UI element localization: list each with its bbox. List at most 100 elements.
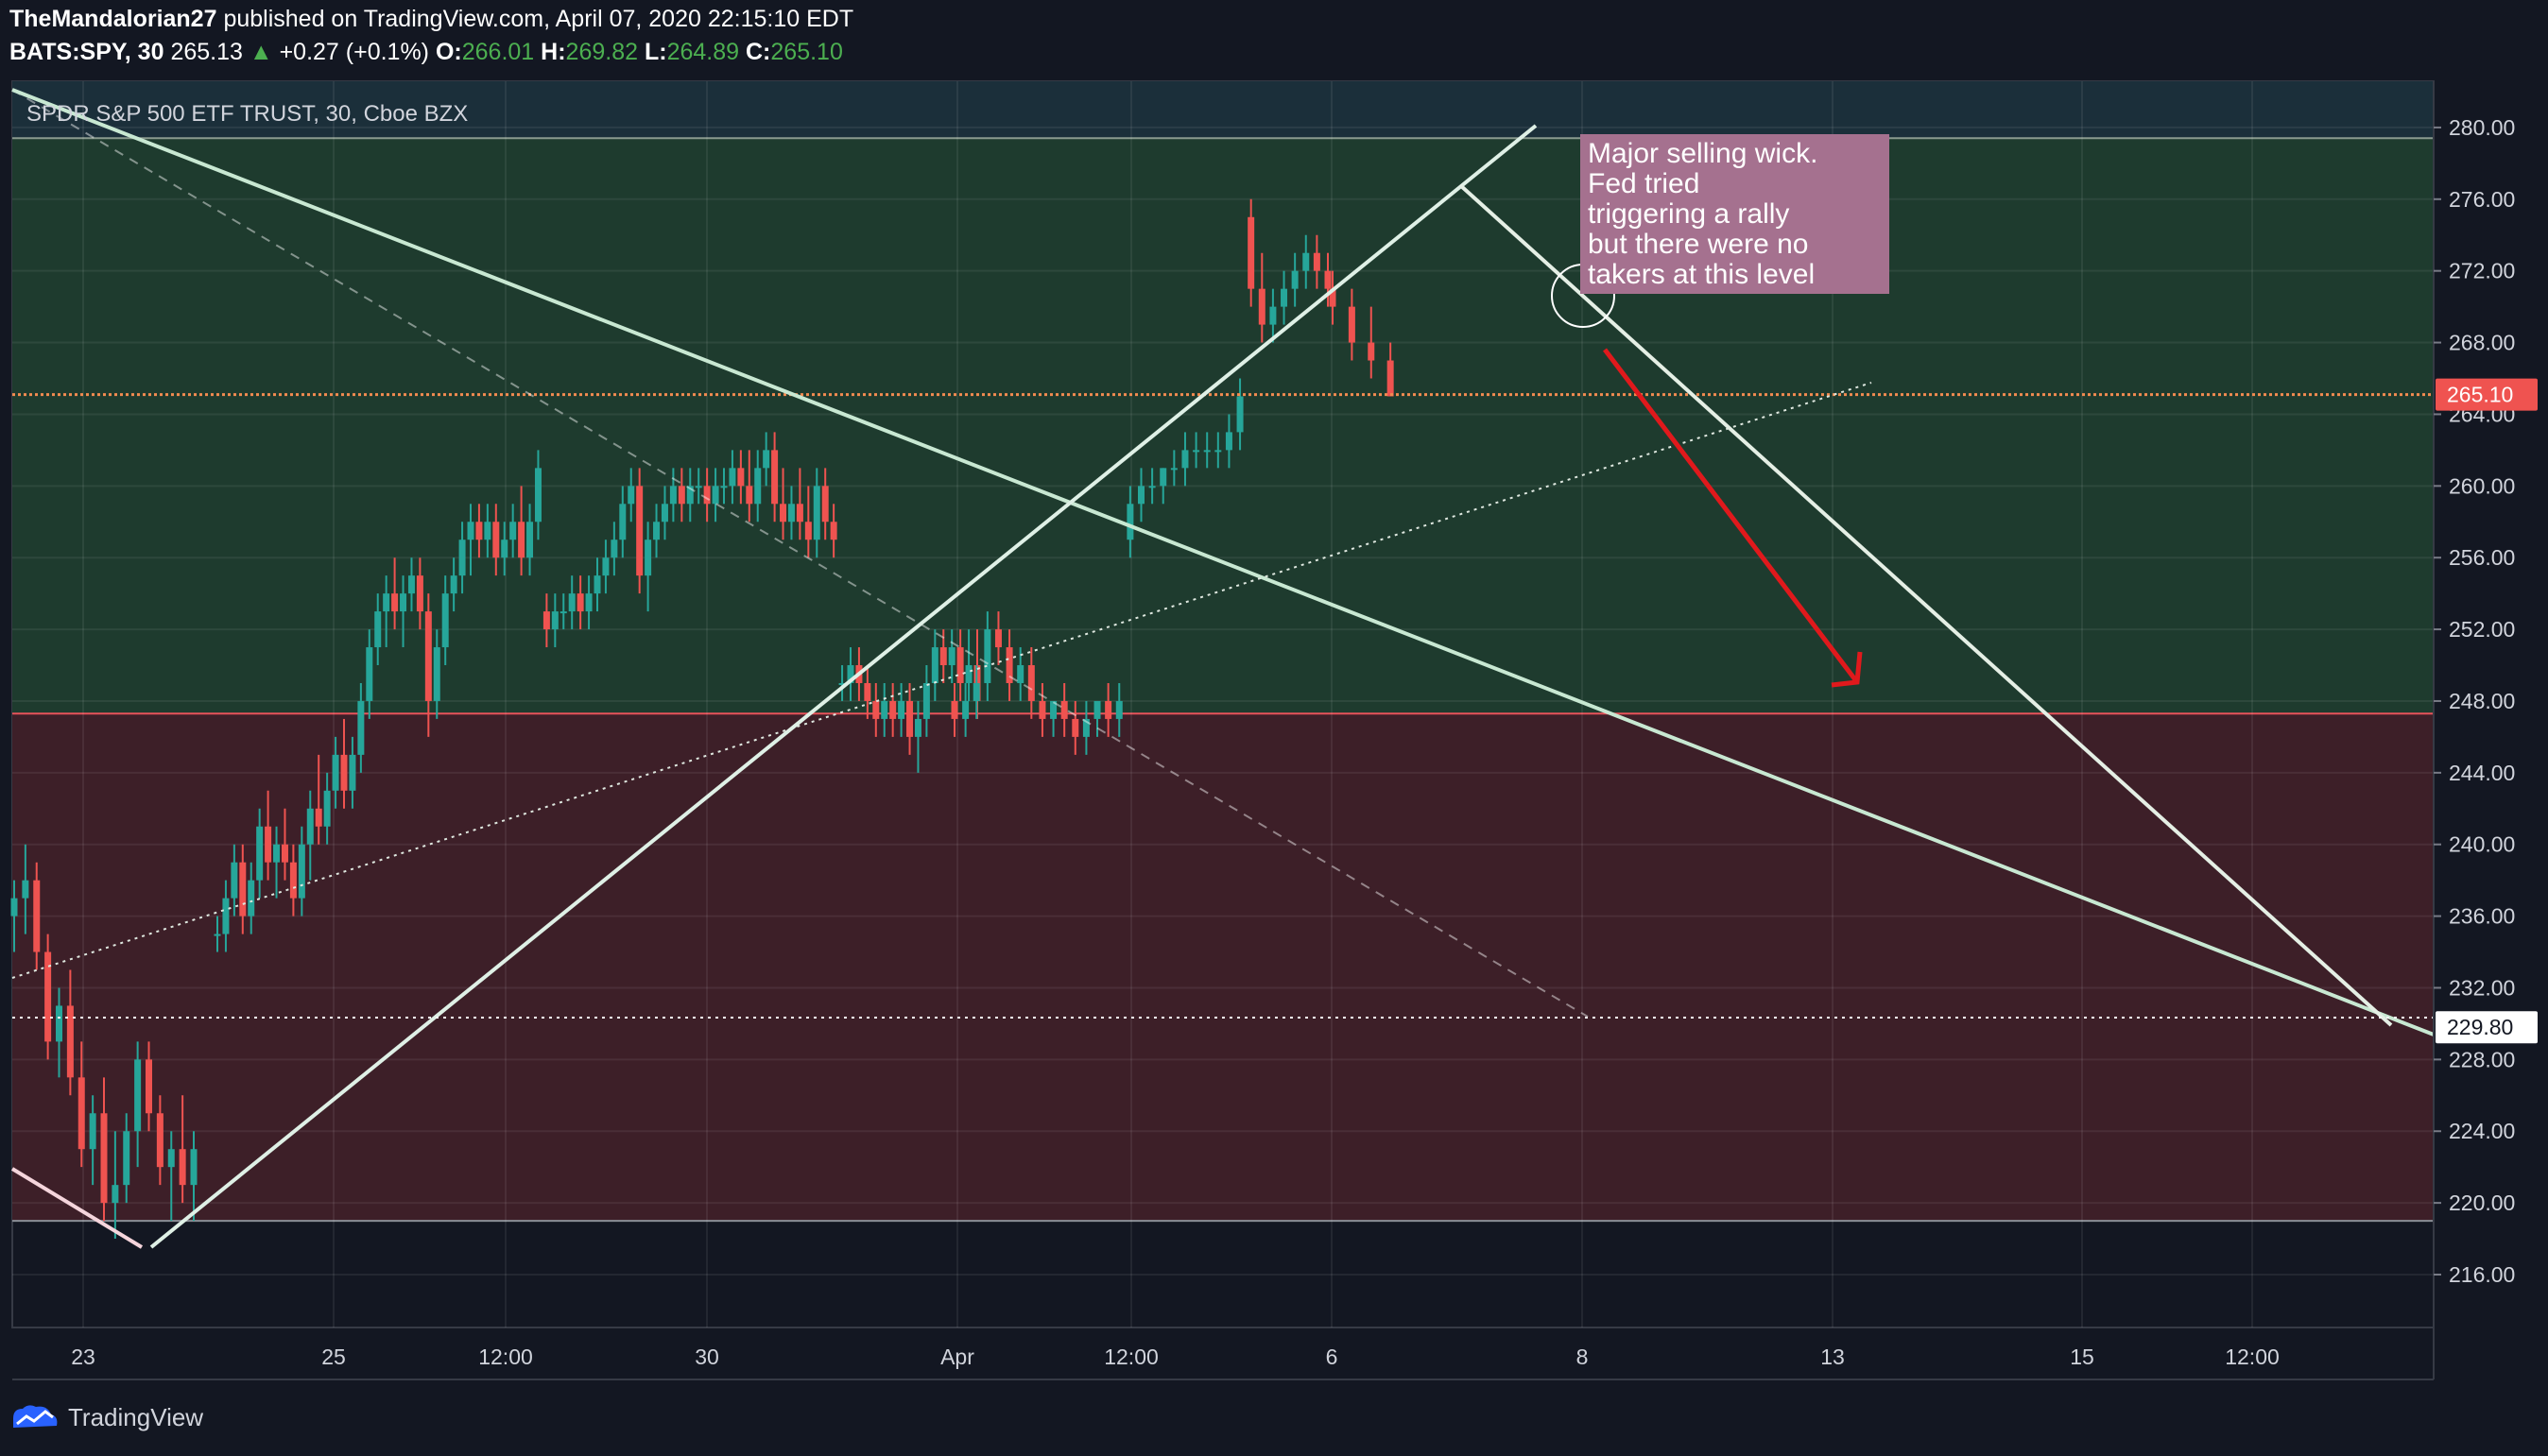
candle-body[interactable] [89, 1113, 96, 1150]
annotation-bg[interactable] [1580, 134, 1889, 294]
candle-body[interactable] [400, 593, 407, 612]
candle-body[interactable] [712, 486, 719, 505]
candle-body[interactable] [703, 486, 711, 505]
candle-body[interactable] [501, 540, 508, 558]
candle-body[interactable] [56, 1005, 62, 1042]
candle-body[interactable] [492, 522, 500, 558]
candle-body[interactable] [754, 468, 762, 505]
candle-body[interactable] [763, 450, 770, 469]
candle-body[interactable] [847, 665, 854, 683]
candle-body[interactable] [289, 862, 297, 899]
candle-body[interactable] [585, 593, 593, 612]
red-zone[interactable] [12, 713, 2434, 1222]
candle-body[interactable] [771, 450, 779, 505]
candle-body[interactable] [190, 1149, 198, 1186]
candle-body[interactable] [1329, 288, 1336, 307]
candle-body[interactable] [77, 1077, 85, 1150]
candle-body[interactable] [729, 468, 736, 487]
candle-body[interactable] [1214, 450, 1222, 453]
candle-body[interactable] [881, 700, 888, 719]
candle-body[interactable] [1160, 468, 1167, 487]
candle-body[interactable] [906, 700, 914, 737]
candle-body[interactable] [984, 629, 991, 683]
candle-body[interactable] [214, 934, 221, 936]
dashed-trendline[interactable] [11, 89, 1589, 1018]
candle-body[interactable] [66, 1005, 74, 1078]
candle-body[interactable] [450, 575, 457, 594]
drawings-layer[interactable] [10, 88, 2435, 1249]
candle-body[interactable] [1093, 700, 1101, 719]
candle-body[interactable] [134, 1059, 142, 1132]
candle-body[interactable] [100, 1113, 108, 1204]
candle-body[interactable] [787, 504, 795, 522]
candle-body[interactable] [1368, 342, 1375, 361]
candle-body[interactable] [1386, 360, 1394, 397]
upper-falling-trendline[interactable] [11, 88, 2435, 1036]
candle-body[interactable] [1082, 718, 1090, 737]
candle-body[interactable] [248, 880, 255, 916]
candle-body[interactable] [33, 880, 41, 952]
candle-body[interactable] [973, 682, 980, 701]
candle-body[interactable] [796, 504, 803, 522]
candle-body[interactable] [1236, 396, 1244, 433]
candle-body[interactable] [560, 611, 567, 614]
candle-body[interactable] [1072, 718, 1079, 737]
candle-body[interactable] [1127, 504, 1134, 540]
candle-body[interactable] [939, 647, 947, 666]
candle-body[interactable] [179, 1149, 186, 1186]
candle-body[interactable] [1148, 486, 1156, 488]
candle-body[interactable] [577, 593, 584, 612]
candle-body[interactable] [889, 700, 897, 719]
candle-body[interactable] [1181, 450, 1189, 469]
candle-body[interactable] [872, 700, 880, 719]
candle-body[interactable] [458, 540, 466, 576]
candle-body[interactable] [962, 700, 970, 719]
candle-body[interactable] [281, 844, 288, 863]
candle-body[interactable] [484, 522, 491, 540]
candle-body[interactable] [645, 540, 652, 576]
candle-body[interactable] [374, 611, 382, 648]
candle-body[interactable] [433, 647, 440, 701]
candle-body[interactable] [1203, 450, 1211, 453]
candle-body[interactable] [628, 486, 635, 505]
candle-body[interactable] [1105, 700, 1112, 719]
candle-body[interactable] [1017, 665, 1024, 683]
candle-body[interactable] [1115, 700, 1123, 719]
candle-body[interactable] [383, 593, 390, 612]
candle-body[interactable] [265, 826, 272, 863]
candle-body[interactable] [994, 629, 1002, 648]
candle-body[interactable] [323, 790, 331, 827]
candle-body[interactable] [1248, 216, 1255, 289]
candle-body[interactable] [1258, 288, 1265, 325]
candle-body[interactable] [1281, 288, 1288, 307]
candle-body[interactable] [737, 468, 745, 487]
candle-body[interactable] [357, 700, 365, 755]
falling-wedge-line[interactable] [1458, 183, 2393, 1027]
candle-body[interactable] [123, 1131, 130, 1186]
candle-body[interactable] [1348, 306, 1355, 343]
candle-body[interactable] [518, 522, 525, 558]
candle-body[interactable] [475, 522, 483, 540]
candle-body[interactable] [551, 611, 559, 630]
candle-body[interactable] [948, 647, 956, 666]
candle-body[interactable] [349, 754, 356, 791]
dotted-rising-trendline[interactable] [11, 382, 1872, 979]
candle-body[interactable] [10, 898, 18, 916]
lower-left-trendline[interactable] [10, 1167, 144, 1249]
candle-body[interactable] [838, 682, 846, 685]
candle-body[interactable] [424, 611, 432, 701]
candle-body[interactable] [1291, 270, 1299, 289]
candle-body[interactable] [1027, 665, 1035, 701]
candle-body[interactable] [1138, 486, 1145, 505]
rising-trendline[interactable] [149, 124, 1538, 1249]
candle-body[interactable] [931, 647, 938, 683]
candle-body[interactable] [653, 522, 661, 540]
candle-body[interactable] [1302, 252, 1310, 271]
candle-body[interactable] [804, 522, 812, 540]
candle-body[interactable] [1193, 450, 1200, 453]
candle-body[interactable] [156, 1113, 164, 1168]
candle-body[interactable] [661, 504, 668, 522]
candle-body[interactable] [611, 540, 618, 558]
